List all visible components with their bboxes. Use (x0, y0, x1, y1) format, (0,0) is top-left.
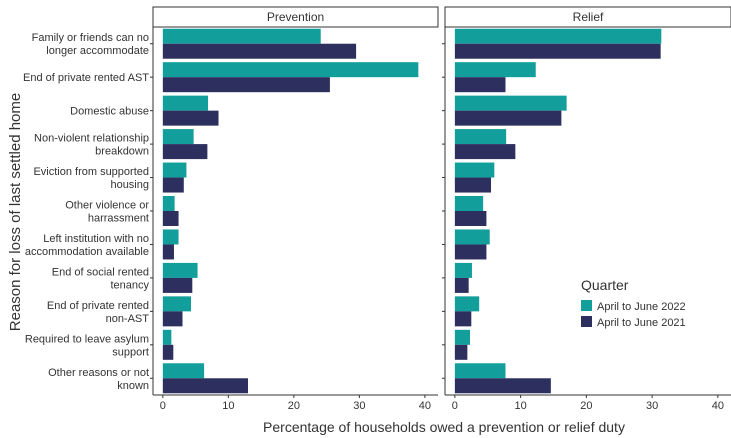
category-label-10-0: Other reasons or not (48, 367, 149, 379)
category-label-8-1: non-AST (106, 313, 150, 325)
x-tick-label-0-40: 40 (419, 400, 431, 412)
bar-prevention-2-s1 (162, 110, 219, 126)
plot-area: Prevention 0 10 20 30 40 Relief 0 10 20 30 40 Family… (23, 6, 731, 412)
x-tick-label-1-10: 10 (514, 400, 526, 412)
bar-prevention-6-s0 (162, 229, 179, 245)
category-label-9-0: Required to leave asylum (25, 333, 149, 345)
bar-relief-6-s1 (454, 244, 487, 260)
legend-swatch-2021 (581, 316, 592, 327)
bar-prevention-9-s1 (162, 344, 174, 360)
bar-prevention-0-s0 (162, 28, 321, 44)
bar-prevention-3-s1 (162, 144, 208, 160)
bar-prevention-4-s0 (162, 162, 187, 178)
bar-prevention-0-s1 (162, 43, 357, 59)
bar-prevention-1-s0 (162, 62, 419, 78)
bar-relief-8-s0 (454, 296, 480, 312)
facet-label-1: Relief (573, 10, 604, 24)
category-label-3-0: Non-violent relationship (34, 133, 149, 145)
legend-label-2022: April to June 2022 (597, 301, 686, 313)
legend-label-2021: April to June 2021 (597, 317, 686, 329)
facet-strip-0 (152, 6, 439, 28)
bar-relief-6-s0 (454, 229, 490, 245)
bar-prevention-9-s0 (162, 329, 172, 345)
bar-relief-0-s1 (454, 43, 661, 59)
category-label-9-1: support (112, 346, 149, 358)
bar-relief-1-s0 (454, 62, 536, 78)
bar-relief-1-s1 (454, 77, 506, 93)
bar-prevention-8-s0 (162, 296, 191, 312)
y-axis-title: Reason for loss of last settled home (7, 93, 24, 331)
bar-prevention-5-s1 (162, 211, 179, 226)
bar-relief-4-s1 (454, 177, 492, 193)
bar-relief-10-s1 (454, 378, 551, 394)
category-label-10-1: known (117, 380, 149, 392)
bar-relief-5-s1 (454, 211, 487, 226)
bar-prevention-3-s0 (162, 129, 194, 145)
category-label-8-0: End of private rented (47, 300, 149, 312)
x-tick-label-1-20: 20 (580, 400, 592, 412)
bar-relief-2-s1 (454, 110, 562, 126)
bar-prevention-8-s1 (162, 311, 183, 327)
bar-prevention-10-s0 (162, 363, 205, 379)
category-label-2-0: Domestic abuse (70, 106, 149, 118)
bar-relief-4-s0 (454, 162, 495, 178)
bar-prevention-7-s0 (162, 262, 198, 278)
bar-prevention-1-s1 (162, 77, 330, 93)
bar-prevention-6-s1 (162, 244, 174, 260)
category-label-0-1: longer accommodate (46, 45, 149, 57)
bar-relief-9-s1 (454, 344, 468, 360)
bar-relief-3-s1 (454, 144, 516, 160)
x-tick-label-0-10: 10 (222, 400, 234, 412)
legend-swatch-2022 (581, 300, 592, 311)
bar-relief-9-s0 (454, 329, 470, 345)
category-label-4-0: Eviction from supported (33, 166, 149, 178)
x-tick-label-0-0: 0 (160, 400, 166, 412)
bar-relief-0-s0 (454, 28, 662, 44)
category-label-4-1: housing (110, 179, 149, 191)
bar-prevention-7-s1 (162, 277, 193, 293)
x-axis-title: Percentage of households owed a preventi… (263, 419, 625, 435)
bar-relief-7-s1 (454, 277, 469, 293)
category-label-1-0: End of private rented AST (23, 72, 149, 84)
category-label-7-1: tenancy (110, 279, 149, 291)
facet-strip-1 (444, 6, 731, 28)
bar-prevention-4-s1 (162, 177, 184, 193)
bar-prevention-2-s0 (162, 95, 209, 111)
x-tick-label-1-30: 30 (646, 400, 658, 412)
bar-prevention-10-s1 (162, 378, 248, 394)
bar-relief-3-s0 (454, 129, 507, 145)
facet-label-0: Prevention (267, 10, 324, 24)
x-tick-label-0-20: 20 (288, 400, 300, 412)
legend-title: Quarter (581, 277, 629, 293)
bar-relief-5-s0 (454, 196, 484, 211)
x-tick-label-0-30: 30 (353, 400, 365, 412)
category-label-5-1: harrassment (88, 213, 149, 225)
bar-relief-2-s0 (454, 95, 567, 111)
category-label-6-0: Left institution with no (43, 233, 149, 245)
category-label-7-0: End of social rented (52, 266, 149, 278)
bar-relief-8-s1 (454, 311, 472, 327)
category-label-6-1: accommodation available (25, 246, 149, 258)
x-tick-label-1-40: 40 (712, 400, 724, 412)
category-label-0-0: Family or friends can no (32, 32, 149, 44)
bar-relief-7-s0 (454, 262, 472, 278)
bar-prevention-5-s0 (162, 196, 175, 211)
category-label-5-0: Other violence or (65, 200, 149, 212)
y-axis-title-group: Reason for loss of last settled home (7, 93, 24, 331)
category-label-3-1: breakdown (95, 146, 149, 158)
bar-relief-10-s0 (454, 363, 506, 379)
x-tick-label-1-0: 0 (452, 400, 458, 412)
